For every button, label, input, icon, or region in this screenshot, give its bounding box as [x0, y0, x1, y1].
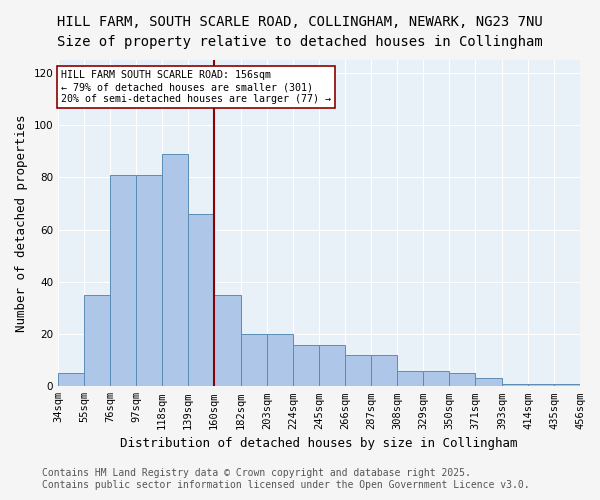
Bar [528, 384, 554, 386]
Bar [345, 355, 371, 386]
Bar [293, 344, 319, 387]
Bar [58, 374, 84, 386]
Text: HILL FARM, SOUTH SCARLE ROAD, COLLINGHAM, NEWARK, NG23 7NU: HILL FARM, SOUTH SCARLE ROAD, COLLINGHAM… [57, 15, 543, 29]
Bar [267, 334, 293, 386]
Bar [214, 295, 241, 386]
Bar [110, 175, 136, 386]
Bar [241, 334, 267, 386]
Text: HILL FARM SOUTH SCARLE ROAD: 156sqm
← 79% of detached houses are smaller (301)
2: HILL FARM SOUTH SCARLE ROAD: 156sqm ← 79… [61, 70, 331, 104]
Y-axis label: Number of detached properties: Number of detached properties [15, 114, 28, 332]
X-axis label: Distribution of detached houses by size in Collingham: Distribution of detached houses by size … [121, 437, 518, 450]
Bar [371, 355, 397, 386]
Bar [319, 344, 345, 387]
Bar [475, 378, 502, 386]
Text: Size of property relative to detached houses in Collingham: Size of property relative to detached ho… [57, 35, 543, 49]
Bar [554, 384, 580, 386]
Bar [188, 214, 214, 386]
Bar [423, 370, 449, 386]
Bar [449, 374, 475, 386]
Bar [136, 175, 162, 386]
Bar [502, 384, 528, 386]
Bar [162, 154, 188, 386]
Bar [84, 295, 110, 386]
Bar [397, 370, 423, 386]
Text: Contains HM Land Registry data © Crown copyright and database right 2025.
Contai: Contains HM Land Registry data © Crown c… [42, 468, 530, 490]
